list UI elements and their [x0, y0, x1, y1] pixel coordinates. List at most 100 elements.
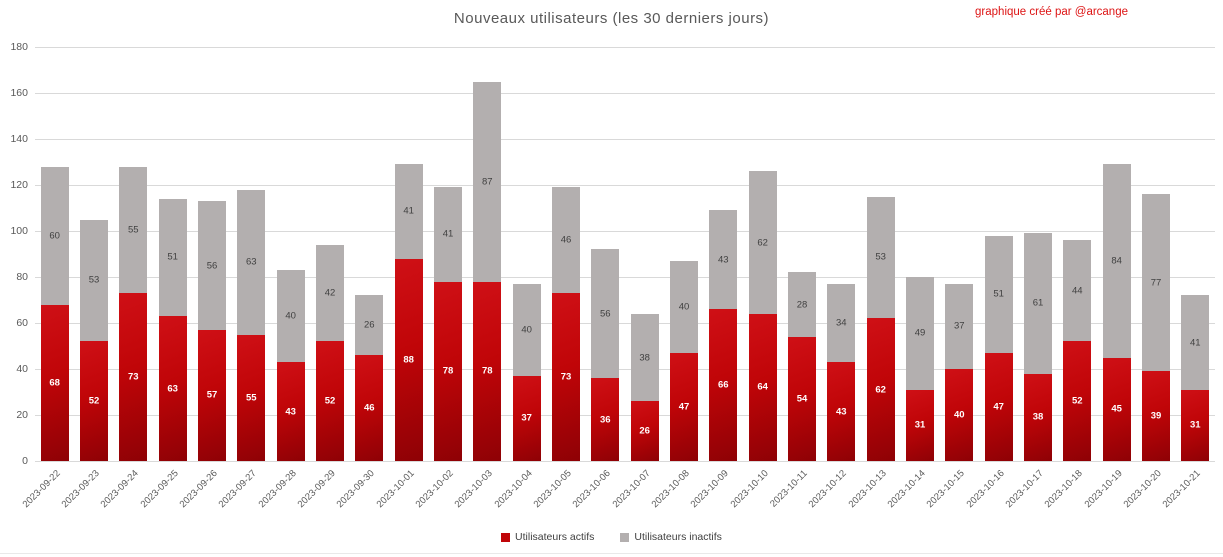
- bar-value-inactive: 63: [246, 256, 257, 268]
- y-axis-label: 0: [22, 455, 28, 467]
- bar-value-inactive: 53: [88, 274, 100, 286]
- legend-label-active: Utilisateurs actifs: [515, 531, 595, 543]
- bar-segment-active: 45: [1102, 357, 1131, 461]
- bar-value-inactive: 28: [796, 299, 808, 311]
- bar-group: 52 42: [310, 244, 349, 461]
- bar-group: 26 38: [625, 313, 664, 461]
- bar-group: 54 28: [782, 272, 821, 461]
- bar-segment-inactive: 38: [630, 313, 659, 402]
- bar-value-inactive: 41: [403, 205, 414, 217]
- gridline: [35, 323, 1215, 324]
- y-axis-label: 20: [16, 409, 28, 421]
- bar-group: 73 55: [114, 166, 153, 461]
- gridline: [35, 93, 1215, 94]
- bar-group: 43 34: [822, 283, 861, 461]
- bottom-divider: [0, 553, 1223, 554]
- bar-segment-inactive: 40: [512, 283, 541, 376]
- plot-area: 0 20 40 60 80 100 120 140 160 180 68 60 2023-09-22 52…: [10, 41, 1215, 510]
- bar-segment-active: 52: [79, 341, 108, 461]
- bar-value-active: 52: [1072, 395, 1083, 407]
- bar-value-inactive: 37: [954, 320, 965, 332]
- bar-segment-active: 64: [748, 313, 777, 461]
- y-axis-label: 100: [10, 225, 28, 237]
- bar-segment-inactive: 62: [748, 171, 777, 314]
- bar-group: 37 40: [507, 283, 546, 461]
- bar-value-active: 45: [1111, 403, 1122, 415]
- bar-segment-active: 47: [984, 352, 1013, 461]
- bar-group: 62 53: [861, 196, 900, 461]
- bar-value-active: 88: [403, 354, 414, 366]
- bar-value-active: 52: [324, 395, 336, 407]
- bar-value-inactive: 41: [442, 228, 454, 240]
- bar-group: 43 40: [271, 270, 310, 461]
- bar-group: 63 51: [153, 198, 192, 461]
- bar-value-inactive: 62: [757, 237, 768, 249]
- bar-value-inactive: 60: [49, 230, 60, 242]
- bar-group: 52 53: [74, 219, 113, 461]
- gridline: [35, 415, 1215, 416]
- bar-value-active: 43: [836, 406, 847, 418]
- bar-segment-inactive: 56: [591, 249, 620, 379]
- bar-value-inactive: 56: [206, 260, 218, 271]
- bar-segment-inactive: 26: [355, 295, 384, 356]
- gridline: [35, 185, 1215, 186]
- bar-value-active: 26: [639, 425, 650, 437]
- bar-segment-active: 38: [1023, 373, 1052, 461]
- bar-group: 88 41: [389, 164, 428, 461]
- bar-group: 55 63: [232, 189, 271, 461]
- bar-segment-inactive: 42: [315, 244, 344, 342]
- bar-value-active: 63: [167, 383, 178, 395]
- bar-value-inactive: 61: [1032, 297, 1044, 309]
- bar-segment-active: 73: [119, 293, 148, 461]
- bar-segment-inactive: 51: [158, 198, 187, 317]
- bar-value-active: 78: [442, 365, 454, 377]
- bar-segment-active: 52: [315, 341, 344, 461]
- bar-value-inactive: 84: [1111, 255, 1122, 267]
- bar-segment-inactive: 53: [79, 219, 108, 342]
- legend: Utilisateurs actifs Utilisateurs inactif…: [0, 531, 1223, 543]
- bar-segment-active: 63: [158, 316, 187, 461]
- bar-segment-inactive: 40: [669, 260, 698, 353]
- bar-segment-active: 37: [512, 375, 541, 461]
- gridline: [35, 461, 1215, 462]
- bar-segment-inactive: 43: [709, 210, 738, 310]
- bar-value-inactive: 42: [324, 287, 336, 299]
- bar-value-active: 73: [128, 371, 139, 383]
- bar-value-inactive: 55: [128, 224, 139, 236]
- bar-group: 52 44: [1058, 240, 1097, 461]
- y-axis-label: 120: [10, 179, 28, 191]
- bar-value-active: 37: [521, 412, 532, 424]
- bar-value-active: 66: [718, 379, 729, 391]
- bar-segment-active: 88: [394, 258, 423, 461]
- bar-segment-active: 43: [827, 362, 856, 461]
- bar-segment-inactive: 84: [1102, 164, 1131, 358]
- bar-segment-active: 68: [40, 304, 69, 461]
- bar-value-inactive: 56: [600, 308, 611, 320]
- bar-segment-inactive: 28: [787, 272, 816, 337]
- bar-group: 64 62: [743, 171, 782, 461]
- y-axis-label: 140: [10, 133, 28, 145]
- bar-group: 45 84: [1097, 164, 1136, 461]
- bar-segment-inactive: 55: [119, 166, 148, 294]
- bar-segment-active: 47: [669, 352, 698, 461]
- bar-value-active: 43: [285, 406, 296, 418]
- bar-value-inactive: 41: [1190, 337, 1201, 349]
- legend-item-inactive: Utilisateurs inactifs: [620, 531, 722, 543]
- gridline: [35, 231, 1215, 232]
- bar-group: 36 56: [586, 249, 625, 461]
- bar-segment-inactive: 63: [237, 189, 266, 335]
- bar-segment-inactive: 44: [1063, 240, 1092, 342]
- bar-segment-inactive: 41: [394, 164, 423, 259]
- bar-value-active: 47: [678, 401, 690, 413]
- bar-segment-active: 31: [905, 389, 934, 461]
- y-axis-label: 80: [16, 271, 28, 283]
- bar-value-active: 64: [757, 381, 768, 393]
- bar-group: 39 77: [1136, 194, 1175, 461]
- gridline: [35, 139, 1215, 140]
- bar-segment-inactive: 53: [866, 196, 895, 319]
- bar-value-active: 54: [796, 393, 808, 405]
- chart-title: Nouveaux utilisateurs (les 30 derniers j…: [453, 10, 770, 27]
- bar-value-active: 31: [1190, 419, 1201, 431]
- bar-value-inactive: 40: [285, 310, 296, 322]
- bar-segment-active: 43: [276, 362, 305, 461]
